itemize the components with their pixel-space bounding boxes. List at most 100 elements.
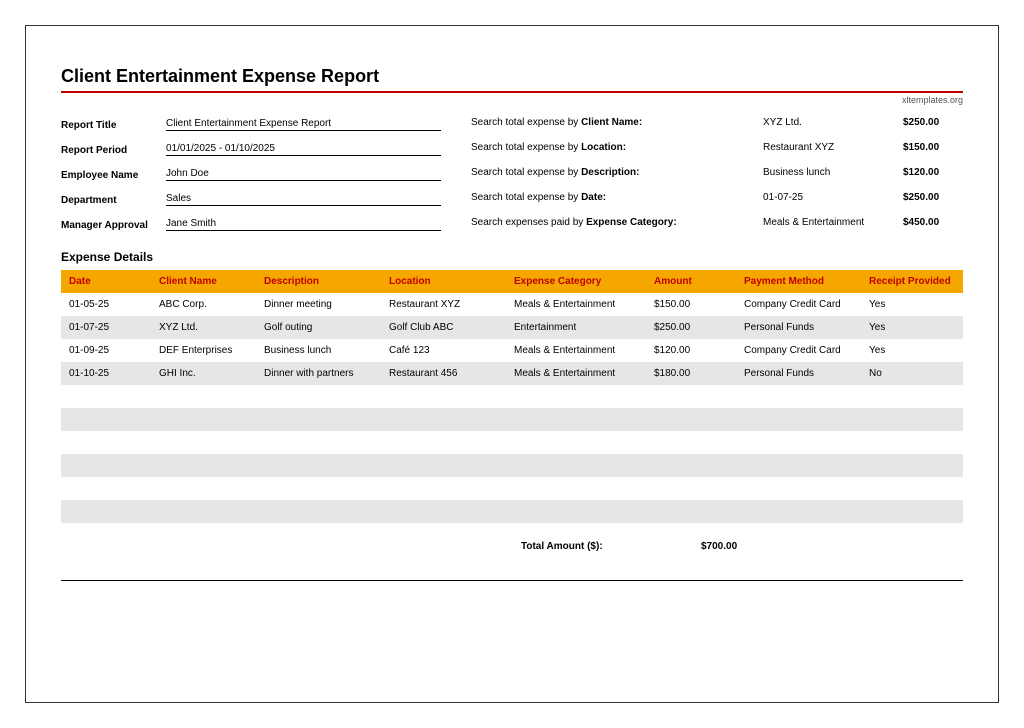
table-cell-empty — [861, 477, 963, 500]
search-value: XYZ Ltd. — [763, 117, 903, 128]
table-cell: $250.00 — [646, 316, 736, 339]
table-cell: Meals & Entertainment — [506, 362, 646, 385]
table-cell: No — [861, 362, 963, 385]
table-cell: GHI Inc. — [151, 362, 256, 385]
table-cell-empty — [151, 385, 256, 408]
search-value: Restaurant XYZ — [763, 142, 903, 153]
meta-value: Client Entertainment Expense Report — [166, 118, 441, 131]
table-cell-empty — [506, 385, 646, 408]
search-value: Meals & Entertainment — [763, 217, 903, 228]
table-cell: 01-10-25 — [61, 362, 151, 385]
meta-value: 01/01/2025 - 01/10/2025 — [166, 143, 441, 156]
table-cell: $120.00 — [646, 339, 736, 362]
title-rule — [61, 91, 963, 93]
table-cell-empty — [646, 408, 736, 431]
table-cell-empty — [381, 454, 506, 477]
table-cell-empty — [381, 408, 506, 431]
footer-rule — [61, 580, 963, 581]
table-cell-empty — [381, 477, 506, 500]
table-row-empty — [61, 477, 963, 500]
table-cell-empty — [861, 431, 963, 454]
search-line: Search total expense by Description:Busi… — [471, 163, 963, 181]
table-cell: Golf outing — [256, 316, 381, 339]
table-cell-empty — [506, 454, 646, 477]
table-cell: Dinner meeting — [256, 293, 381, 316]
search-line: Search total expense by Client Name:XYZ … — [471, 113, 963, 131]
table-header-row: DateClient NameDescriptionLocationExpens… — [61, 270, 963, 293]
table-cell-empty — [506, 477, 646, 500]
meta-line: Report TitleClient Entertainment Expense… — [61, 113, 441, 131]
table-cell: 01-05-25 — [61, 293, 151, 316]
meta-label: Report Period — [61, 145, 166, 156]
table-cell: Yes — [861, 316, 963, 339]
table-cell-empty — [61, 385, 151, 408]
meta-row: Report TitleClient Entertainment Expense… — [61, 113, 963, 238]
table-cell-empty — [256, 454, 381, 477]
table-cell-empty — [61, 454, 151, 477]
table-cell: Golf Club ABC — [381, 316, 506, 339]
section-title: Expense Details — [61, 250, 963, 264]
search-amount: $250.00 — [903, 192, 963, 203]
table-row: 01-07-25XYZ Ltd.Golf outingGolf Club ABC… — [61, 316, 963, 339]
table-cell: Company Credit Card — [736, 339, 861, 362]
table-cell: Restaurant XYZ — [381, 293, 506, 316]
search-line: Search total expense by Location:Restaur… — [471, 138, 963, 156]
table-cell: XYZ Ltd. — [151, 316, 256, 339]
table-cell-empty — [381, 431, 506, 454]
table-cell-empty — [151, 454, 256, 477]
table-row: 01-10-25GHI Inc.Dinner with partnersRest… — [61, 362, 963, 385]
table-cell: $150.00 — [646, 293, 736, 316]
table-cell-empty — [646, 431, 736, 454]
table-cell-empty — [256, 431, 381, 454]
search-label: Search total expense by Description: — [471, 167, 763, 178]
table-cell-empty — [151, 431, 256, 454]
table-cell-empty — [861, 408, 963, 431]
table-row-empty — [61, 500, 963, 523]
table-cell: Yes — [861, 293, 963, 316]
attribution: xltemplates.org — [61, 95, 963, 105]
table-cell: $180.00 — [646, 362, 736, 385]
search-amount: $150.00 — [903, 142, 963, 153]
meta-line: DepartmentSales — [61, 188, 441, 206]
table-cell-empty — [736, 431, 861, 454]
table-cell-empty — [256, 477, 381, 500]
meta-label: Department — [61, 195, 166, 206]
search-label: Search expenses paid by Expense Category… — [471, 217, 763, 228]
table-row-empty — [61, 454, 963, 477]
table-cell-empty — [61, 431, 151, 454]
total-label: Total Amount ($): — [521, 541, 701, 552]
table-cell: Café 123 — [381, 339, 506, 362]
table-cell-empty — [736, 477, 861, 500]
table-row: 01-05-25ABC Corp.Dinner meetingRestauran… — [61, 293, 963, 316]
table-row-empty — [61, 408, 963, 431]
table-cell-empty — [256, 500, 381, 523]
table-cell-empty — [506, 431, 646, 454]
table-cell: Personal Funds — [736, 362, 861, 385]
table-cell-empty — [506, 500, 646, 523]
table-header-cell: Amount — [646, 270, 736, 293]
search-line: Search total expense by Date:01-07-25$25… — [471, 188, 963, 206]
meta-label: Report Title — [61, 120, 166, 131]
total-row: Total Amount ($): $700.00 — [61, 541, 963, 552]
table-cell-empty — [736, 454, 861, 477]
meta-value: Sales — [166, 193, 441, 206]
table-cell-empty — [736, 408, 861, 431]
table-cell-empty — [61, 477, 151, 500]
search-amount: $250.00 — [903, 117, 963, 128]
meta-line: Report Period01/01/2025 - 01/10/2025 — [61, 138, 441, 156]
table-row: 01-09-25DEF EnterprisesBusiness lunchCaf… — [61, 339, 963, 362]
search-label: Search total expense by Location: — [471, 142, 763, 153]
search-amount: $120.00 — [903, 167, 963, 178]
meta-label: Manager Approval — [61, 220, 166, 231]
total-value: $700.00 — [701, 541, 737, 552]
table-cell-empty — [646, 385, 736, 408]
table-header-cell: Expense Category — [506, 270, 646, 293]
meta-value: John Doe — [166, 168, 441, 181]
search-label: Search total expense by Client Name: — [471, 117, 763, 128]
table-cell: Meals & Entertainment — [506, 339, 646, 362]
table-cell: Company Credit Card — [736, 293, 861, 316]
search-line: Search expenses paid by Expense Category… — [471, 213, 963, 231]
table-cell-empty — [646, 477, 736, 500]
meta-line: Employee NameJohn Doe — [61, 163, 441, 181]
table-header-cell: Location — [381, 270, 506, 293]
